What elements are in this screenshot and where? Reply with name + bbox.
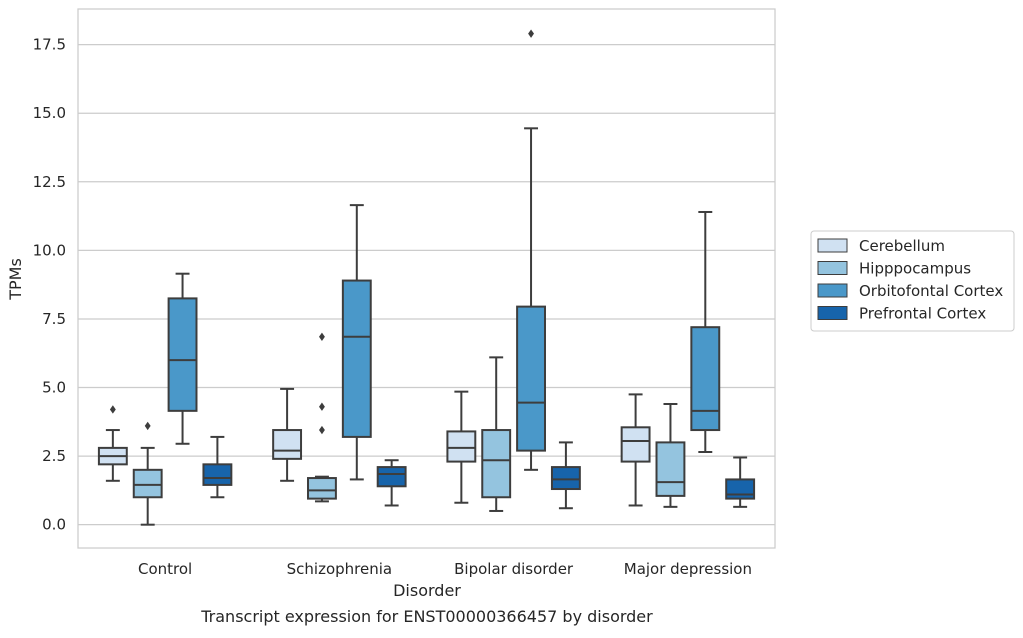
chart-caption: Transcript expression for ENST0000036645… [200, 607, 653, 626]
y-axis-label: TPMs [6, 258, 25, 301]
legend-label: Prefrontal Cortex [859, 305, 986, 323]
iqr-box [481, 429, 512, 499]
legend-label: Orbitofontal Cortex [859, 282, 1003, 300]
iqr-box [690, 326, 721, 432]
iqr-box [725, 478, 756, 500]
outlier-point [144, 421, 151, 431]
y-tick-label: 0.0 [42, 516, 66, 534]
y-tick-label: 15.0 [33, 104, 66, 122]
legend: Cerebellum Hipppocampus Orbitofontal Corte… [810, 230, 1015, 332]
box-prefrontal-cortex [725, 456, 756, 508]
box-hipppocampus [132, 421, 163, 526]
box-orbitofontal-cortex [341, 204, 372, 481]
legend-frame [810, 230, 1015, 332]
box-layer [97, 29, 756, 526]
y-tick-label: 12.5 [33, 173, 66, 191]
iqr-box [307, 477, 337, 500]
iqr-box [655, 441, 686, 497]
y-tick-label: 17.5 [33, 36, 66, 54]
box-hipppocampus [307, 332, 337, 503]
iqr-box [550, 466, 581, 491]
x-tick-labels: Control Schizophrenia Bipolar disorder Majo… [138, 560, 752, 578]
iqr-box [341, 279, 372, 438]
outlier-point [319, 402, 325, 411]
x-axis-label: Disorder [393, 581, 461, 600]
plot-frame [77, 8, 776, 549]
outlier-point [319, 332, 325, 341]
box-orbitofontal-cortex [167, 272, 198, 445]
iqr-box [376, 466, 407, 488]
box-cerebellum [97, 405, 128, 482]
outlier-point [109, 405, 116, 414]
box-prefrontal-cortex [550, 441, 581, 510]
legend-swatch [817, 306, 848, 320]
x-tick-label: Schizophrenia [287, 560, 392, 578]
box-prefrontal-cortex [202, 435, 233, 499]
iqr-box [620, 426, 651, 463]
box-hipppocampus [655, 402, 686, 508]
outlier-point [528, 29, 534, 38]
box-orbitofontal-cortex [516, 29, 546, 471]
iqr-box [132, 468, 163, 499]
legend-swatch [817, 283, 848, 298]
y-tick-label: 2.5 [42, 447, 66, 465]
box-orbitofontal-cortex [690, 210, 721, 453]
iqr-box [272, 429, 303, 460]
box-prefrontal-cortex [376, 459, 407, 507]
legend-label: Hipppocampus [859, 260, 971, 278]
iqr-box [446, 430, 477, 463]
box-cerebellum [620, 393, 651, 507]
box-cerebellum [446, 390, 477, 504]
y-tick-label: 7.5 [42, 310, 66, 328]
outlier-point [319, 425, 325, 435]
iqr-box [516, 305, 546, 452]
y-tick-label: 5.0 [42, 379, 66, 397]
x-tick-label: Control [138, 560, 192, 578]
y-tick-label: 10.0 [33, 241, 66, 259]
iqr-box [202, 463, 233, 486]
x-tick-label: Bipolar disorder [454, 560, 574, 578]
box-hipppocampus [481, 356, 512, 512]
iqr-box [167, 297, 198, 412]
legend-swatch [817, 238, 848, 253]
legend-label: Cerebellum [859, 237, 945, 255]
y-tick-labels: 0.0 2.5 5.0 7.5 10.0 12.5 15.0 17.5 [33, 36, 66, 534]
legend-swatch [817, 261, 848, 275]
box-cerebellum [272, 387, 303, 482]
x-tick-label: Major depression [624, 560, 752, 578]
